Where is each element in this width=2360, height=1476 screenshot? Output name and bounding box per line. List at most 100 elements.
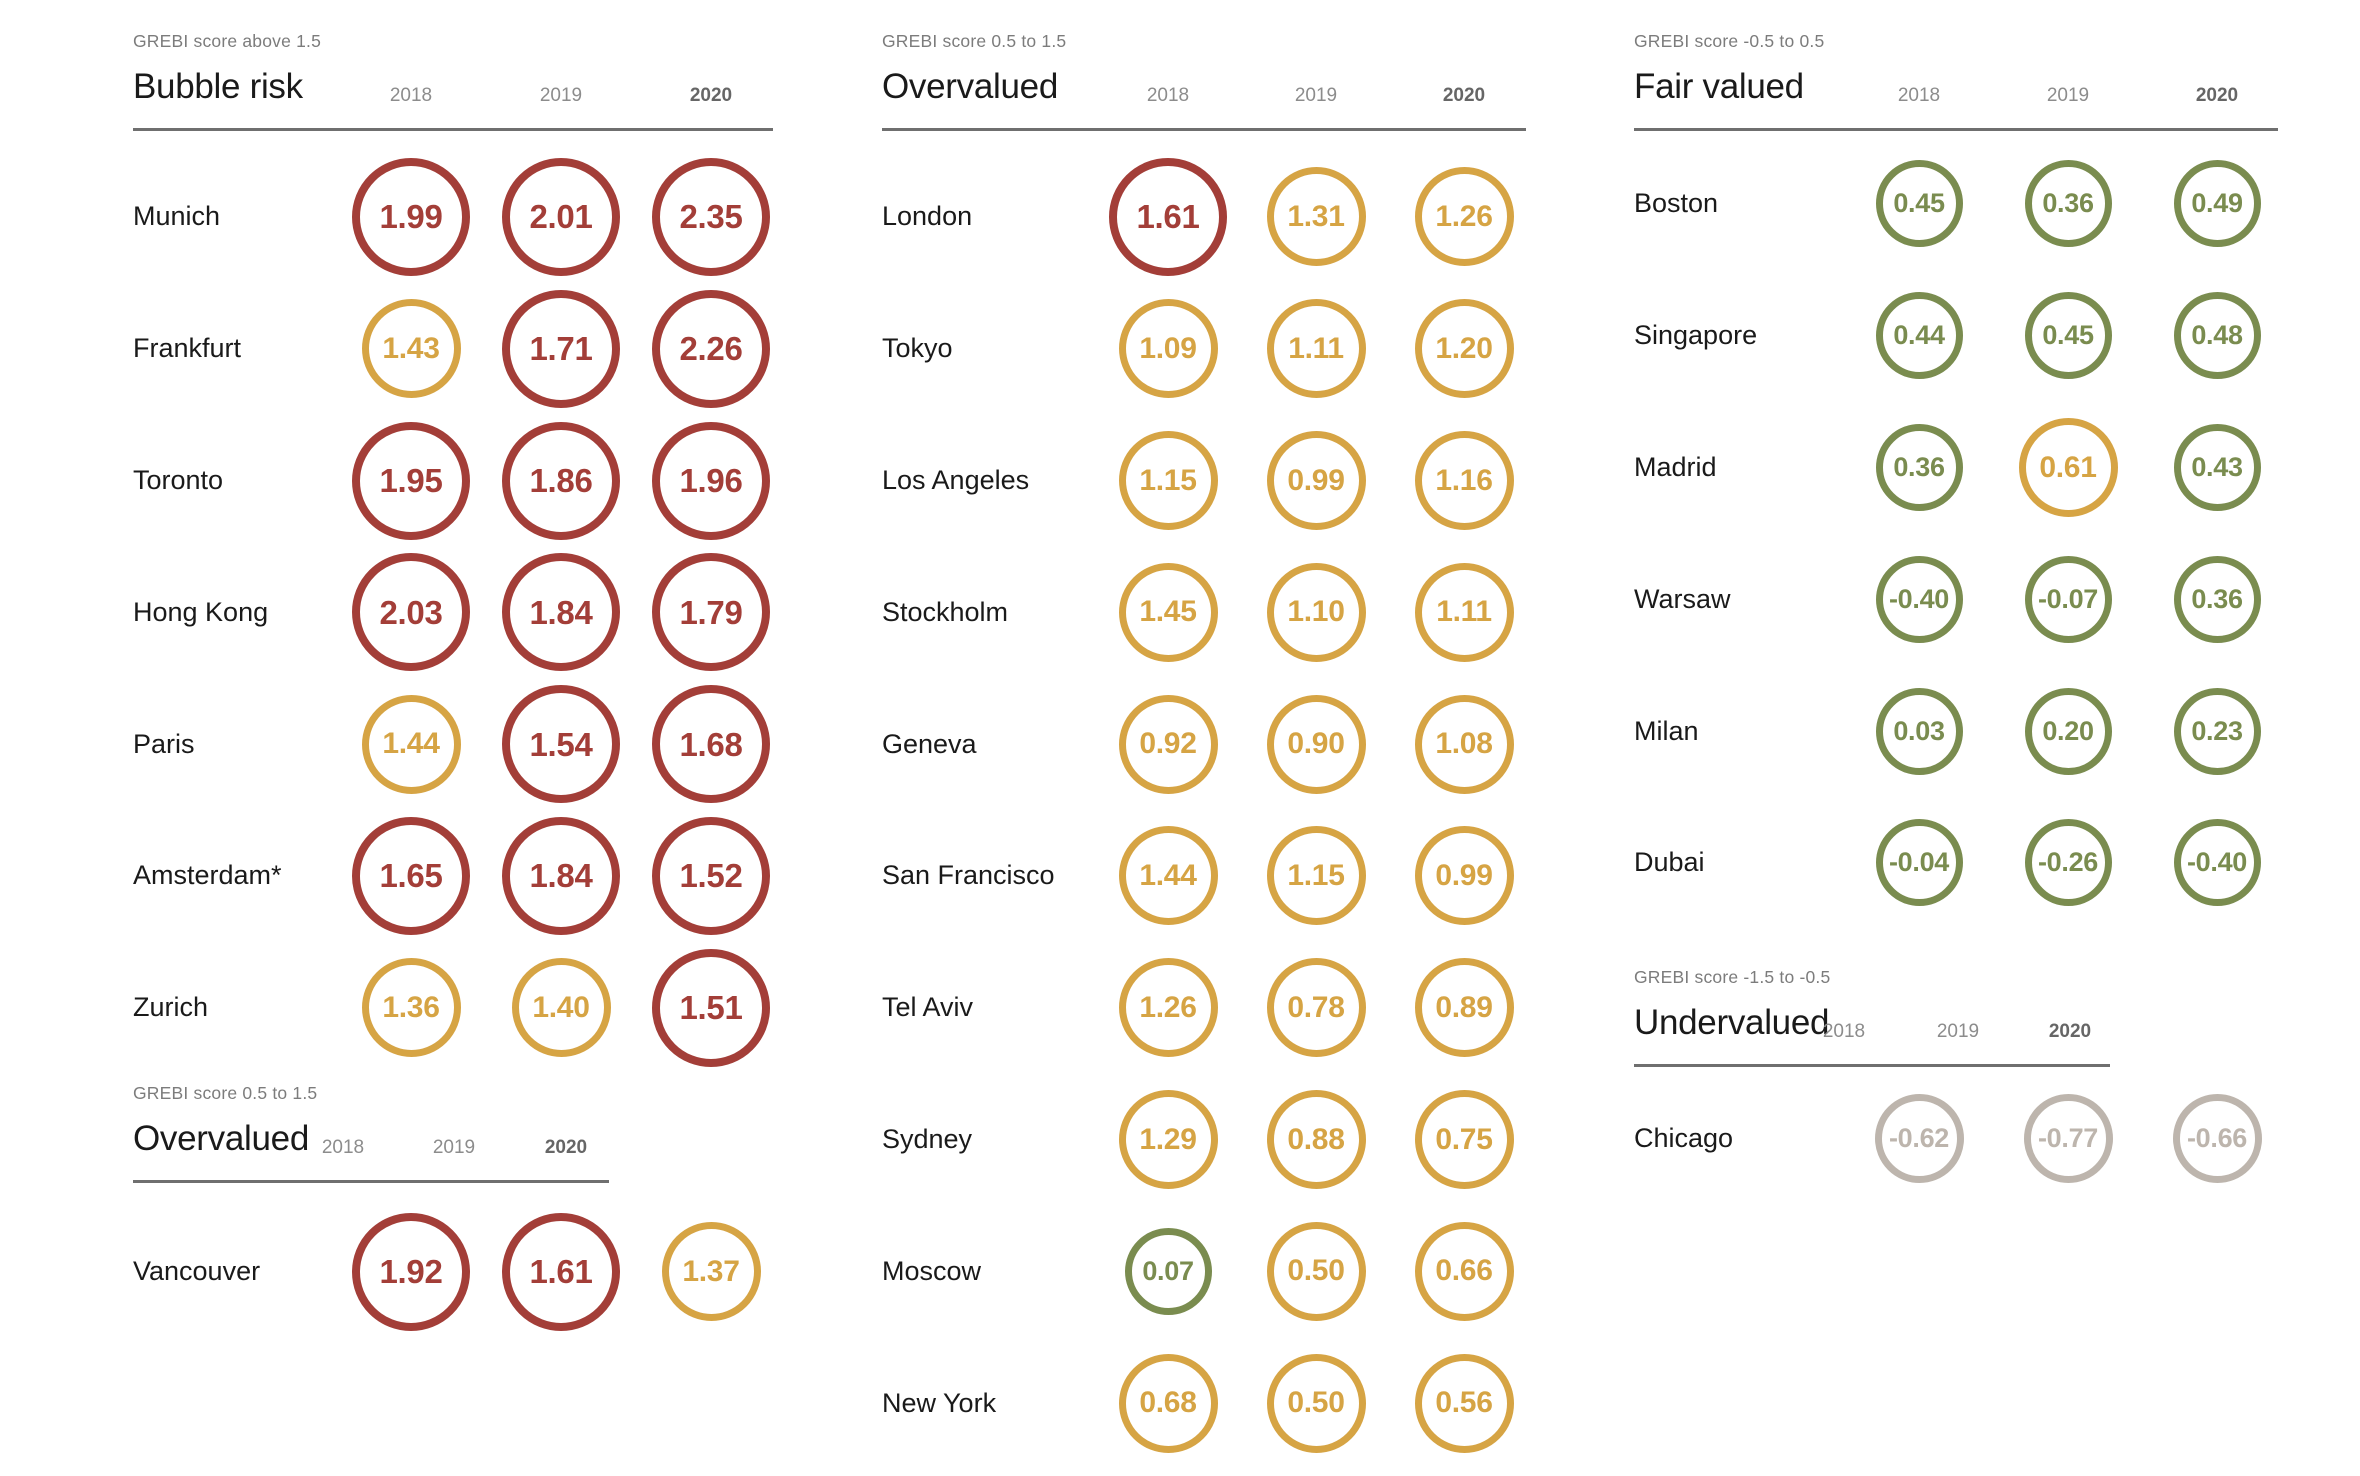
score-circle: 1.84 <box>502 816 620 935</box>
score-value: -0.77 <box>2037 1123 2099 1154</box>
score-value: 1.08 <box>1435 727 1493 761</box>
table-row: London 1.61 1.31 1.26 <box>882 151 1542 283</box>
year-label: 2019 <box>1936 1021 1980 1042</box>
year-label: 2020 <box>689 85 733 106</box>
year-label: 2019 <box>1294 85 1338 106</box>
city-label: Los Angeles <box>882 465 1030 496</box>
score-value: 0.68 <box>1139 1386 1197 1420</box>
score-value: 0.66 <box>1435 1254 1493 1288</box>
score-circle: 0.68 <box>1118 1353 1218 1453</box>
table-row: Los Angeles 1.15 0.99 1.16 <box>882 415 1542 547</box>
score-circle: 0.75 <box>1414 1090 1514 1190</box>
city-label: Warsaw <box>1634 583 1731 614</box>
grebi-range-label: GREBI score -0.5 to 0.5 <box>1634 31 1825 51</box>
score-circle: 0.88 <box>1266 1090 1366 1190</box>
score-circle: 0.99 <box>1266 431 1366 531</box>
score-value: 0.23 <box>2191 715 2243 746</box>
city-label: Amsterdam* <box>133 860 282 891</box>
score-value: 0.56 <box>1435 1386 1493 1420</box>
score-value: -0.66 <box>2186 1123 2248 1154</box>
score-value: 0.48 <box>2191 320 2243 351</box>
score-circle: 0.36 <box>2173 555 2261 643</box>
section-title: Overvalued <box>133 1119 309 1158</box>
score-circle: -0.04 <box>1875 819 1963 907</box>
year-label: 2019 <box>2046 85 2090 106</box>
score-value: 0.45 <box>1893 188 1945 219</box>
city-label: Frankfurt <box>133 333 242 364</box>
score-circle: 1.61 <box>502 1212 620 1331</box>
score-circle: 0.89 <box>1414 958 1514 1058</box>
score-circle: 1.36 <box>361 958 461 1058</box>
score-circle: 1.96 <box>652 421 770 540</box>
table-row: Boston 0.45 0.36 0.49 <box>1634 138 2294 270</box>
grebi-range-label: GREBI score 0.5 to 1.5 <box>882 31 1067 51</box>
score-circle: 1.37 <box>661 1222 761 1322</box>
score-circle: 1.99 <box>352 157 470 276</box>
section-fair-valued: GREBI score -0.5 to 0.5 Fair valued 2018… <box>1634 0 2294 1476</box>
year-label: 2020 <box>2048 1021 2092 1042</box>
score-value: 0.36 <box>1893 452 1945 483</box>
score-circle: 1.20 <box>1414 299 1514 399</box>
score-circle: 1.08 <box>1414 694 1514 794</box>
score-circle: 1.45 <box>1118 562 1218 662</box>
score-circle: -0.62 <box>1874 1094 1964 1184</box>
score-circle: 1.26 <box>1118 958 1218 1058</box>
score-value: 0.45 <box>2042 320 2094 351</box>
city-label: Munich <box>133 201 221 232</box>
score-value: 1.54 <box>529 725 593 763</box>
score-circle: 0.78 <box>1266 958 1366 1058</box>
section-title: Overvalued <box>882 67 1058 106</box>
score-value: 0.44 <box>1893 320 1945 351</box>
score-value: 1.79 <box>679 593 743 631</box>
section-undervalued: GREBI score -1.5 to -0.5 Undervalued 201… <box>1634 0 2294 1476</box>
city-label: San Francisco <box>882 860 1055 891</box>
score-circle: 0.48 <box>2173 292 2261 380</box>
score-value: 1.44 <box>1139 858 1197 892</box>
score-value: 1.10 <box>1287 595 1345 629</box>
city-label: Moscow <box>882 1255 982 1286</box>
table-row: Moscow 0.07 0.50 0.66 <box>882 1206 1542 1338</box>
city-label: Hong Kong <box>133 596 269 627</box>
score-circle: 1.15 <box>1118 431 1218 531</box>
table-row: Vancouver 1.92 1.61 1.37 <box>133 1206 793 1338</box>
score-circle: 0.50 <box>1266 1353 1366 1453</box>
score-value: 0.99 <box>1287 463 1345 497</box>
score-circle: 0.20 <box>2024 687 2112 775</box>
year-label: 2018 <box>1897 85 1941 106</box>
score-circle: 0.50 <box>1266 1221 1366 1321</box>
score-value: -0.40 <box>2186 847 2248 878</box>
city-label: Tel Aviv <box>882 992 974 1023</box>
score-circle: 0.90 <box>1266 694 1366 794</box>
score-circle: 1.31 <box>1266 167 1366 267</box>
score-circle: -0.66 <box>2172 1094 2262 1184</box>
score-circle: 0.45 <box>1875 160 1963 248</box>
score-circle: 1.61 <box>1109 157 1227 276</box>
score-circle: 0.66 <box>1414 1221 1514 1321</box>
score-circle: 0.07 <box>1124 1227 1212 1315</box>
score-circle: -0.77 <box>2023 1094 2113 1184</box>
year-label: 2020 <box>544 1137 588 1158</box>
score-value: 1.96 <box>679 462 743 500</box>
table-row: Paris 1.44 1.54 1.68 <box>133 678 793 810</box>
city-label: Toronto <box>133 465 224 496</box>
score-circle: 1.44 <box>1118 826 1218 926</box>
score-value: 1.29 <box>1139 1122 1197 1156</box>
city-label: Paris <box>133 728 195 759</box>
section-title: Undervalued <box>1634 1003 1830 1042</box>
score-value: 1.52 <box>679 857 743 895</box>
table-row: Tokyo 1.09 1.11 1.20 <box>882 283 1542 415</box>
score-circle: 1.68 <box>652 685 770 804</box>
score-circle: 0.36 <box>1875 424 1963 512</box>
table-row: Dubai -0.04 -0.26 -0.40 <box>1634 797 2294 929</box>
score-value: 0.50 <box>1287 1254 1345 1288</box>
score-value: 0.89 <box>1435 990 1493 1024</box>
section-bubble-risk: GREBI score above 1.5 Bubble risk 2018 20… <box>133 0 793 1476</box>
score-circle: 1.44 <box>361 694 461 794</box>
city-label: Dubai <box>1634 847 1705 878</box>
score-circle: 1.54 <box>502 685 620 804</box>
score-value: 2.03 <box>379 593 443 631</box>
score-circle: 1.86 <box>502 421 620 540</box>
year-label: 2020 <box>2195 85 2239 106</box>
score-circle: -0.40 <box>1875 555 1963 643</box>
